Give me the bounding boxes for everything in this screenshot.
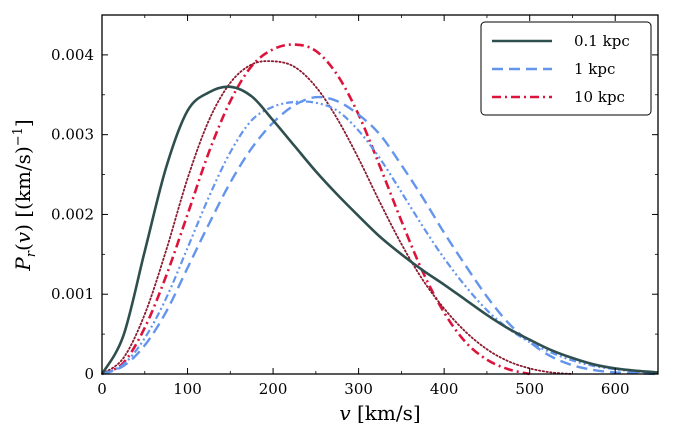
x-tick-label-2: 200 [259, 380, 288, 398]
series-line-4 [101, 60, 574, 375]
x-tick-label-1: 100 [173, 380, 202, 398]
y-axis-label: Pr(v) [(km/s)−1] [11, 119, 39, 271]
x-axis-label: v [km/s] [339, 401, 420, 425]
legend-label-1: 1 kpc [574, 60, 615, 78]
curves [100, 43, 659, 376]
y-tick-label-0: 0 [84, 365, 94, 383]
series-line-3 [101, 43, 530, 376]
series-line-0 [100, 85, 659, 375]
series-line-1 [101, 95, 659, 376]
x-tick-label-4: 400 [430, 380, 459, 398]
x-tick-label-3: 300 [344, 380, 373, 398]
x-tick-label-5: 500 [515, 380, 544, 398]
y-tick-label-1: 0.001 [51, 285, 94, 303]
y-tick-label-3: 0.003 [51, 126, 94, 144]
plot-frame [101, 14, 659, 375]
x-axis-ticks: 0 100 200 300 400 500 600 [97, 15, 659, 398]
y-tick-label-2: 0.002 [51, 205, 94, 223]
legend-label-0: 0.1 kpc [574, 32, 630, 50]
y-axis-ticks: 0 0.001 0.002 0.003 0.004 [51, 46, 658, 383]
legend: 0.1 kpc 1 kpc 10 kpc [480, 21, 652, 116]
x-tick-label-0: 0 [97, 380, 107, 398]
legend-box [480, 21, 652, 116]
series-line-2 [101, 100, 659, 376]
y-tick-label-4: 0.004 [51, 46, 94, 64]
legend-label-2: 10 kpc [574, 88, 625, 106]
plot-area: 0 100 200 300 400 500 600 0 0.001 0.002 0.003 0.00… [51, 14, 659, 398]
x-tick-label-6: 600 [601, 380, 630, 398]
